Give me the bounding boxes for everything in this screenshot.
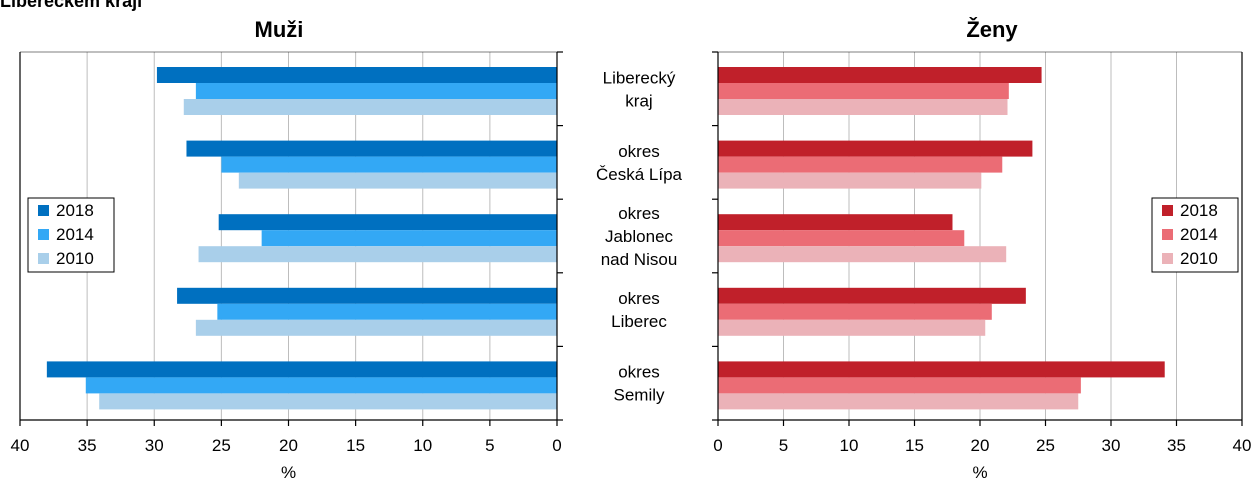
men-bar-2014 [85, 377, 557, 394]
men-legend-swatch-2010 [38, 253, 49, 264]
women-bar-2010 [718, 172, 982, 189]
women-bar-2018 [718, 214, 953, 231]
men-legend-label-2014: 2014 [56, 225, 94, 244]
women-bar-2014 [718, 156, 1003, 173]
men-bar-2014 [261, 230, 557, 247]
men-x-tick-label: 40 [11, 436, 30, 455]
women-legend: 2018 2014 2010 [1151, 197, 1239, 273]
category-label-group: Liberecký kraj [603, 68, 676, 110]
men-bar-2014 [221, 156, 557, 173]
women-bar-2014 [718, 230, 965, 247]
men-x-tick-label: 25 [212, 436, 231, 455]
women-x-tick-label: 15 [905, 436, 924, 455]
men-bar-2014 [195, 83, 557, 99]
women-x-tick-label: 10 [840, 436, 859, 455]
men-bar-2018 [186, 140, 557, 157]
men-x-axis-label: % [281, 463, 296, 481]
category-label: Liberecký [603, 68, 676, 87]
category-label: okres [618, 363, 660, 382]
women-x-tick-label: 5 [779, 436, 788, 455]
category-label: Semily [613, 386, 665, 405]
men-x-tick-label: 15 [346, 436, 365, 455]
category-label: okres [618, 204, 660, 223]
men-legend-label-2010: 2010 [56, 249, 94, 268]
men-bar-2010 [195, 319, 557, 336]
category-label: Jablonec [605, 227, 674, 246]
women-bar-2010 [718, 393, 1079, 410]
category-label: okres [618, 142, 660, 161]
women-x-tick-label: 0 [713, 436, 722, 455]
men-legend-swatch-2014 [38, 229, 49, 240]
men-bar-2018 [46, 361, 557, 378]
women-chart-title: Ženy [966, 17, 1018, 42]
category-label: Liberec [611, 312, 667, 331]
men-x-tick-label: 20 [279, 436, 298, 455]
women-bar-2018 [718, 140, 1033, 157]
women-legend-swatch-2018 [1162, 205, 1173, 216]
women-x-tick-label: 40 [1233, 436, 1252, 455]
men-bar-2018 [156, 67, 557, 83]
axes-layer [19, 51, 1243, 426]
women-bar-2014 [718, 303, 992, 320]
men-x-tick-label: 35 [78, 436, 97, 455]
men-x-tick-label: 5 [485, 436, 494, 455]
women-bar-2010 [718, 319, 986, 336]
women-x-tick-label: 35 [1167, 436, 1186, 455]
men-bar-2018 [177, 287, 557, 304]
women-bar-2014 [718, 83, 1009, 99]
women-x-tick-label: 30 [1102, 436, 1121, 455]
category-label: nad Nisou [601, 250, 678, 269]
category-label: Česká Lípa [596, 165, 683, 184]
bars-layer [46, 67, 1165, 410]
men-bar-2010 [198, 246, 558, 263]
men-x-tick-label: 0 [552, 436, 561, 455]
women-legend-label-2018: 2018 [1180, 201, 1218, 220]
men-bar-2018 [218, 214, 557, 231]
women-x-axis-label: % [972, 463, 987, 481]
women-x-tick-label: 20 [971, 436, 990, 455]
men-legend: 2018 2014 2010 [27, 197, 115, 273]
women-bar-2018 [718, 361, 1165, 378]
men-bar-2010 [183, 99, 557, 115]
women-x-tick-label: 25 [1036, 436, 1055, 455]
category-label-group: okres Semily [613, 363, 665, 405]
page-title: Libereckém kraji [0, 0, 143, 11]
women-bar-2018 [718, 287, 1026, 304]
women-bar-2010 [718, 246, 1007, 263]
men-legend-label-2018: 2018 [56, 201, 94, 220]
men-bar-2010 [238, 172, 557, 189]
women-legend-label-2014: 2014 [1180, 225, 1218, 244]
women-legend-label-2010: 2010 [1180, 249, 1218, 268]
men-x-tick-label: 30 [145, 436, 164, 455]
category-label-group: okres Česká Lípa [596, 142, 683, 184]
category-label-group: okres Liberec [611, 289, 667, 331]
category-label: okres [618, 289, 660, 308]
women-bar-2010 [718, 99, 1008, 115]
men-x-tick-label: 10 [413, 436, 432, 455]
men-chart-title: Muži [255, 17, 304, 42]
men-bar-2014 [217, 303, 557, 320]
men-bar-2010 [99, 393, 558, 410]
women-bar-2014 [718, 377, 1081, 394]
category-label-group: okres Jablonec nad Nisou [601, 204, 678, 269]
category-label: kraj [625, 91, 652, 110]
women-bar-2018 [718, 67, 1042, 83]
women-legend-swatch-2010 [1162, 253, 1173, 264]
men-legend-swatch-2018 [38, 205, 49, 216]
women-legend-swatch-2014 [1162, 229, 1173, 240]
